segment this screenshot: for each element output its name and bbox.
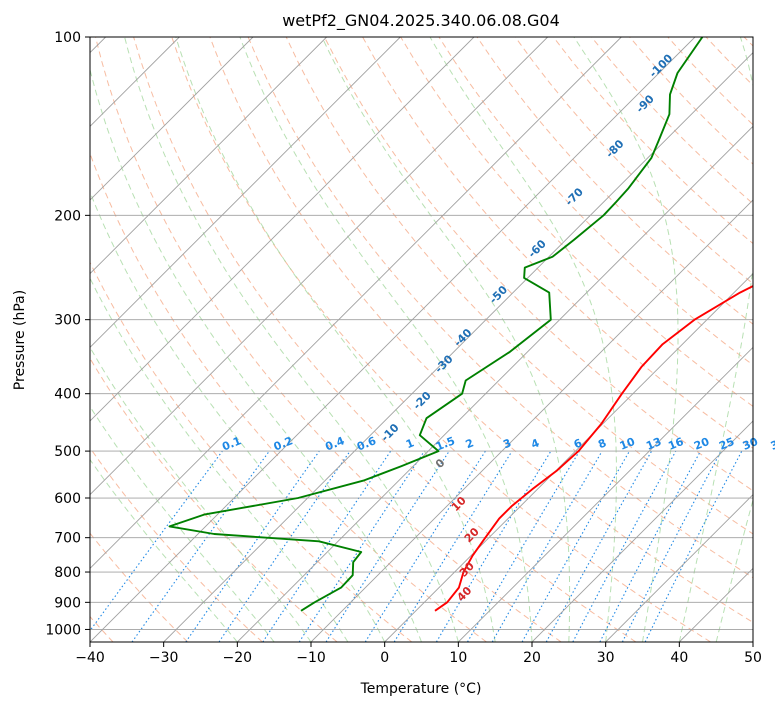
x-tick-label: 50 (744, 650, 762, 666)
moist-adiabat-line (90, 190, 386, 642)
x-tick-label: 20 (523, 650, 541, 666)
temperature-profile-line (434, 285, 753, 612)
plot-frame (89, 36, 754, 643)
mixing-ratio-label: 8 (596, 436, 608, 451)
mixing-ratio-line (262, 450, 392, 642)
x-tick-label: 0 (380, 650, 389, 666)
y-tick-label: 400 (54, 387, 81, 403)
mixing-ratio-line (393, 450, 513, 642)
mixing-ratio-line (545, 450, 653, 642)
mixing-ratio-label: 1 (404, 436, 416, 451)
x-axis-label: Temperature (°C) (360, 681, 482, 697)
dry-adiabat-line (514, 37, 753, 285)
moist-adiabat-line (90, 405, 275, 642)
y-tick-label: 1000 (45, 622, 81, 638)
x-tick-label: −40 (75, 650, 105, 666)
isotherm-line (90, 37, 254, 201)
y-tick-label: 900 (54, 595, 81, 611)
mixing-ratio-line (325, 450, 450, 642)
moist-adiabat-line (321, 37, 571, 642)
background-lines (90, 37, 753, 642)
isotherm-line (163, 52, 753, 642)
mixing-ratio-label: 25 (717, 435, 736, 453)
mixing-ratio-line (644, 450, 743, 642)
isotherm-line (90, 37, 327, 275)
mixing-ratio-label: 16 (666, 435, 685, 453)
moist-adiabat-line (90, 458, 238, 642)
isotherm-line (605, 494, 753, 642)
grid-lines (90, 37, 753, 642)
dry-adiabat-line (95, 37, 562, 642)
isotherm-line (384, 273, 753, 642)
x-tick-label: 10 (449, 650, 467, 666)
isotherm-line (90, 37, 696, 642)
mixing-ratio-line (185, 450, 320, 642)
isotherm-line (531, 420, 753, 642)
mixing-ratio-label: 2 (464, 436, 476, 451)
moist-adiabat-line (715, 498, 753, 642)
x-tick-label: 30 (597, 650, 615, 666)
dry-adiabat-line (247, 37, 753, 579)
y-tick-label: 200 (54, 208, 81, 224)
profile-lines (168, 37, 753, 612)
moist-adiabat-line (124, 37, 459, 642)
dry-adiabat-line (171, 37, 711, 642)
axes: −40 −30 −20 −10 0 10 20 30 40 50 1000 900 800 700 600 5… (45, 30, 762, 666)
moist-adiabat-line (239, 37, 533, 642)
mixing-ratio-label: 36 (769, 435, 775, 453)
mixing-ratio-label: 20 (692, 435, 711, 453)
y-tick-label: 700 (54, 531, 81, 547)
mixing-ratio-label: 13 (644, 435, 663, 453)
isotherm-line (237, 125, 753, 642)
dewpoint-profile-line (168, 37, 704, 612)
mixing-ratio-line (131, 450, 270, 642)
x-tick-label: −10 (296, 650, 326, 666)
mixing-ratio-line (572, 450, 677, 642)
moist-adiabat-line (573, 37, 679, 642)
y-tick-label: 300 (54, 313, 81, 329)
isotherm-line (90, 37, 622, 569)
x-tick-label: −30 (149, 650, 179, 666)
mixing-ratio-line (218, 450, 351, 642)
moist-adiabat-line (175, 37, 496, 642)
isotherm-line (310, 199, 753, 642)
dry-adiabat-line (285, 37, 753, 535)
y-tick-label: 800 (54, 565, 81, 581)
mixing-ratio-line (90, 450, 223, 632)
dry-adiabat-line (209, 37, 753, 623)
moist-adiabat-line (678, 37, 753, 642)
isotherm-line (90, 37, 475, 422)
x-tick-label: 40 (670, 650, 688, 666)
isotherm-line (90, 37, 401, 348)
mixing-ratio-line (298, 450, 425, 642)
dry-adiabat-line (323, 37, 753, 492)
dry-adiabat-line (90, 357, 338, 642)
moist-adiabat-line (90, 67, 422, 642)
isotherm-line (90, 37, 548, 496)
isotherm-line (458, 346, 753, 642)
mixing-ratio-label: 10 (618, 435, 637, 453)
mixing-ratio-label: 30 (741, 435, 760, 453)
x-tick-label: −20 (223, 650, 253, 666)
dry-adiabat-line (90, 446, 263, 642)
y-tick-label: 500 (54, 444, 81, 460)
chart-title: wetPf2_GN04.2025.340.06.08.G04 (282, 11, 560, 31)
mixing-ratio-label: 3 (501, 436, 513, 451)
y-tick-label: 100 (54, 30, 81, 46)
dry-adiabat-line (90, 261, 413, 642)
y-tick-label: 600 (54, 491, 81, 507)
y-axis-label: Pressure (hPa) (12, 290, 28, 390)
mixing-ratio-line (521, 450, 630, 642)
moist-adiabat-line (429, 37, 617, 642)
